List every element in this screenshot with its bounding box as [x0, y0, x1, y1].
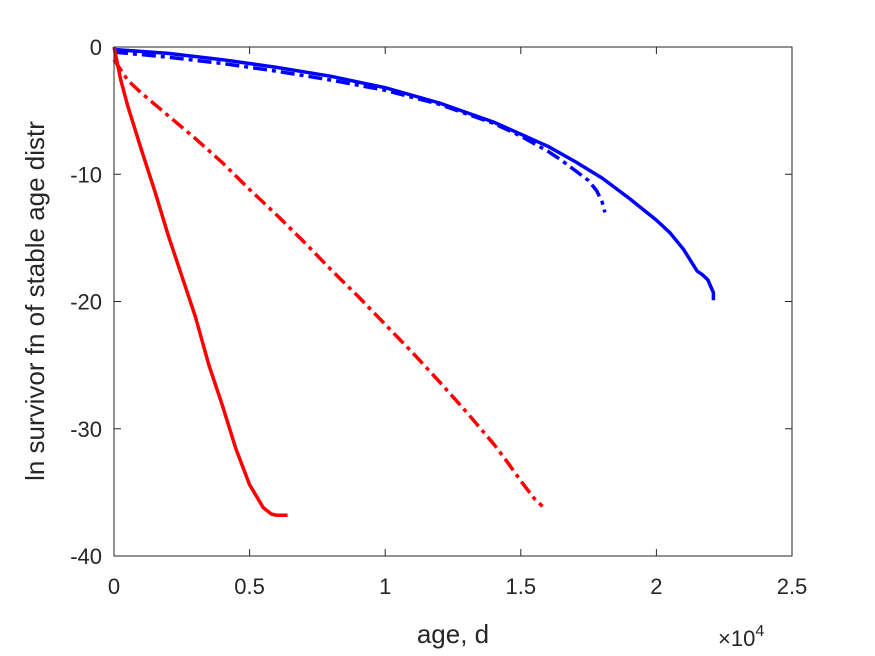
y-tick-label: -20 [70, 290, 102, 315]
series-line-1 [113, 47, 716, 301]
x-axis-exponent: ×104 [718, 623, 764, 651]
y-axis-label: ln survivor fn of stable age distr [20, 121, 50, 481]
x-exponent-base: ×10 [718, 626, 755, 651]
x-tick-label: 1 [379, 574, 391, 599]
series-line-2 [113, 50, 607, 213]
y-tick-label: -30 [70, 417, 102, 442]
series-line-4 [112, 58, 544, 508]
y-tick-label: -10 [70, 162, 102, 187]
y-tick-label: -40 [70, 544, 102, 569]
series-line-3 [112, 46, 288, 518]
x-tick-label: 1.5 [506, 574, 537, 599]
y-axis-ticks: 0 -10 -20 -30 -40 [70, 35, 792, 569]
x-tick-label: 0 [108, 574, 120, 599]
x-tick-label: 2.5 [777, 574, 808, 599]
x-tick-label: 2 [650, 574, 662, 599]
x-axis-label: age, d [417, 619, 489, 649]
x-axis-ticks: 0 0.5 1 1.5 2 2.5 [108, 47, 807, 599]
series-layer [112, 46, 716, 518]
x-tick-label: 0.5 [234, 574, 265, 599]
y-tick-label: 0 [90, 35, 102, 60]
x-exponent-power: 4 [755, 623, 764, 640]
